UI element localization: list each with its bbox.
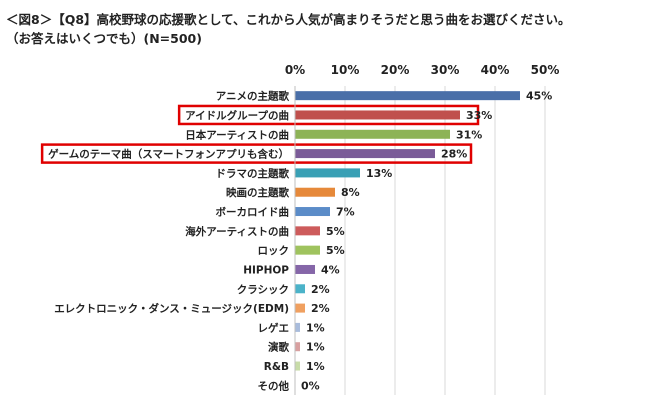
bar (295, 129, 450, 139)
category-label: アイドルグループの曲 (185, 109, 289, 122)
category-label: アニメの主題歌 (216, 90, 290, 103)
x-tick-label: 50% (531, 63, 560, 77)
highlight-box (40, 143, 473, 164)
value-label: 8% (341, 186, 360, 199)
x-tick-label: 30% (431, 63, 460, 77)
category-label: クラシック (237, 284, 289, 296)
bar (295, 322, 300, 332)
category-labels: アニメの主題歌アイドルグループの曲日本アーティストの曲ゲームのテーマ曲（スマート… (48, 90, 289, 393)
bar (295, 91, 520, 101)
bar (295, 264, 315, 274)
category-label: 演歌 (268, 341, 289, 354)
value-label: 2% (311, 302, 330, 315)
bar (295, 361, 300, 371)
value-label: 1% (306, 341, 325, 354)
value-label: 28% (441, 148, 467, 161)
value-label: 45% (526, 90, 552, 103)
category-label: その他 (258, 379, 290, 392)
value-label: 2% (311, 283, 330, 296)
value-label: 7% (336, 206, 355, 219)
bar (295, 284, 305, 294)
highlight-boxes (40, 104, 480, 164)
category-label: 日本アーティストの曲 (185, 128, 289, 141)
bars (295, 91, 520, 371)
value-label: 4% (321, 263, 340, 276)
value-label: 13% (366, 167, 392, 180)
chart-title-line-2: （お答えはいくつでも）(N=500) (6, 31, 202, 46)
bar (295, 226, 320, 236)
category-label: ボーカロイド曲 (216, 206, 290, 219)
value-label: 1% (306, 360, 325, 373)
value-labels: 45% 33% 31% 28% 13% 8% 7% 5% 5% 4% 2% 2% 1% 1% 1% 0% (301, 90, 552, 393)
bar (295, 149, 435, 159)
bar (295, 187, 335, 197)
category-label: 映画の主題歌 (226, 186, 289, 199)
value-label: 33% (466, 109, 492, 122)
bar (295, 168, 360, 178)
category-label: ドラマの主題歌 (216, 167, 290, 180)
x-tick-label: 10% (331, 63, 360, 77)
x-tick-label: 20% (381, 63, 410, 77)
value-label: 1% (306, 321, 325, 334)
bar (295, 342, 300, 352)
category-label: エレクトロニック・ダンス・ミュージック(EDM) (54, 302, 289, 315)
x-tick-label: 0% (285, 63, 305, 77)
category-label: レゲエ (258, 321, 290, 334)
bar (295, 110, 460, 120)
value-label: 5% (326, 244, 345, 257)
chart-title-line-1: ＜図8＞【Q8】高校野球の応援歌として、これから人気が高まりそうだと思う曲をお選… (6, 12, 571, 27)
x-axis-tick-labels: 0% 10% 20% 30% 40% 50% (285, 63, 560, 77)
value-label: 31% (456, 128, 482, 141)
category-label: ゲームのテーマ曲（スマートフォンアプリも含む） (48, 148, 289, 161)
highlight-box (177, 104, 480, 126)
bar (295, 207, 330, 217)
category-label: 海外アーティストの曲 (185, 225, 289, 238)
value-label: 0% (301, 379, 320, 392)
bar (295, 245, 320, 255)
x-tick-label: 40% (481, 63, 510, 77)
bar (295, 303, 305, 313)
value-label: 5% (326, 225, 345, 238)
category-label: R&B (264, 361, 289, 373)
category-label: ロック (258, 245, 290, 257)
category-label: HIPHOP (243, 264, 289, 276)
